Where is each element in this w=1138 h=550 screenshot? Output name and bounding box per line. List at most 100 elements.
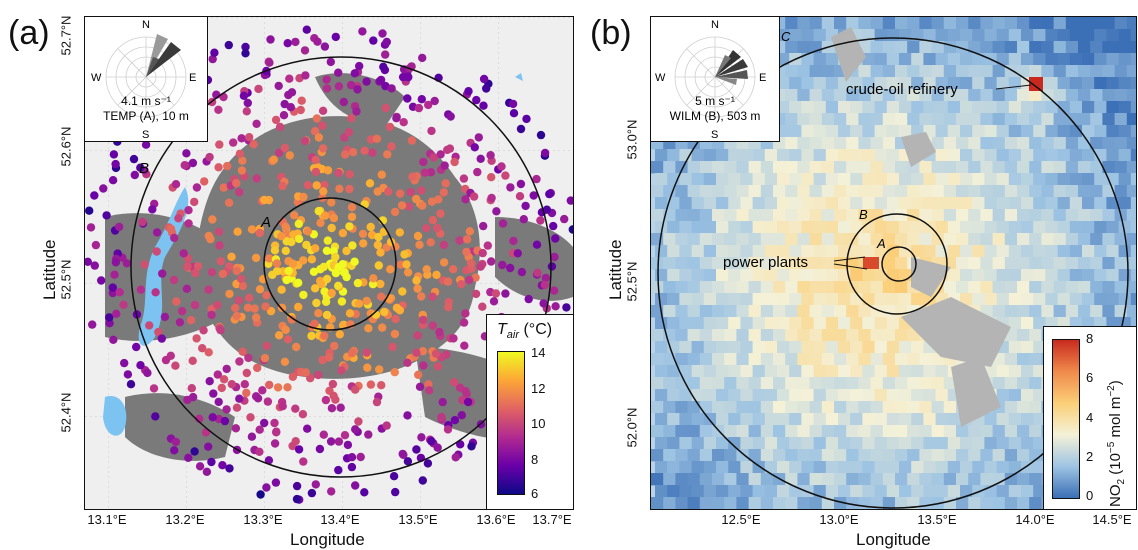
no2-cell [1004, 473, 1018, 486]
no2-cell [1008, 317, 1022, 330]
station-dot [319, 262, 328, 272]
station-dot [566, 196, 573, 205]
wind-rose-a-west: W [91, 72, 102, 84]
no2-cell [886, 197, 900, 210]
no2-cell [716, 173, 729, 186]
station-dot [423, 459, 433, 468]
no2-cell [882, 449, 896, 462]
no2-cell [1053, 161, 1067, 174]
no2-cell [813, 125, 827, 138]
no2-cell [882, 161, 896, 174]
no2-cell [1029, 185, 1042, 198]
no2-cell [663, 377, 676, 390]
station-dot [432, 270, 441, 280]
no2-cell [1114, 137, 1128, 150]
no2-cell [850, 245, 863, 258]
station-dot [169, 275, 179, 285]
no2-cell [785, 137, 798, 150]
station-dot [551, 302, 560, 311]
no2-cell [1118, 245, 1132, 258]
no2-cell [911, 101, 924, 114]
station-dot [402, 260, 411, 269]
no2-cell [809, 473, 823, 486]
station-dot [198, 344, 207, 353]
station-dot [270, 418, 279, 428]
station-dot [427, 126, 436, 136]
no2-cell [764, 341, 778, 354]
station-dot [102, 211, 111, 220]
no2-cell [984, 269, 997, 282]
no2-cell [667, 293, 680, 306]
no2-cell [764, 245, 778, 258]
no2-cell [748, 185, 762, 198]
no2-cell [960, 101, 973, 114]
no2-cell [882, 377, 896, 390]
no2-cell [960, 485, 973, 498]
station-dot [328, 379, 338, 389]
no2-cell [907, 113, 920, 126]
no2-cell [1017, 233, 1030, 246]
wind-rose-b-east: E [759, 72, 766, 84]
colorbar-a-tick: 14 [531, 345, 546, 360]
no2-cell [899, 293, 912, 306]
no2-cell [1106, 125, 1119, 138]
no2-cell [834, 281, 847, 294]
no2-cell [1053, 113, 1067, 126]
no2-cell [1017, 497, 1030, 509]
no2-cell [996, 245, 1010, 258]
no2-cell [895, 257, 908, 270]
wind-rose-a-east: E [189, 72, 196, 84]
no2-cell [1017, 473, 1030, 486]
station-dot [191, 268, 200, 278]
no2-cell [882, 329, 896, 342]
no2-cell [874, 245, 888, 258]
no2-cell [907, 65, 920, 78]
station-dot [303, 227, 312, 236]
no2-cell [1041, 209, 1054, 222]
no2-cell [1033, 245, 1046, 258]
no2-cell [846, 113, 859, 126]
no2-cell [956, 257, 969, 270]
no2-cell [1004, 281, 1018, 294]
no2-cell [1082, 245, 1095, 258]
no2-cell [996, 77, 1010, 90]
no2-cell [785, 113, 798, 126]
station-dot [260, 418, 269, 428]
no2-cell [1090, 185, 1103, 198]
no2-cell [675, 281, 688, 294]
station-dot [314, 206, 323, 216]
no2-cell [960, 173, 973, 186]
no2-cell [1008, 389, 1022, 402]
no2-cell [1126, 113, 1136, 126]
station-dot [539, 299, 548, 308]
no2-cell [947, 77, 961, 90]
no2-cell [943, 425, 957, 438]
station-dot [419, 157, 428, 167]
no2-cell [773, 281, 786, 294]
no2-cell [1057, 101, 1071, 114]
station-dot [204, 348, 213, 357]
no2-cell [972, 437, 985, 450]
no2-cell [1021, 293, 1034, 306]
station-dot [471, 273, 480, 282]
station-dot [545, 189, 554, 199]
no2-cell [1082, 269, 1095, 282]
station-dot [436, 209, 445, 218]
no2-cell [899, 173, 912, 186]
station-dot [403, 457, 413, 466]
no2-cell [1078, 233, 1091, 246]
station-dot [487, 257, 496, 266]
circle-b [846, 213, 948, 315]
no2-cell [919, 353, 932, 366]
station-dot [449, 334, 458, 343]
station-dot [446, 112, 455, 121]
station-dot [384, 187, 393, 196]
no2-cell [703, 437, 717, 450]
no2-cell [1057, 53, 1071, 66]
station-dot [232, 179, 241, 188]
no2-cell [821, 425, 835, 438]
station-dot [376, 279, 385, 289]
no2-cell [919, 41, 932, 54]
no2-cell [1106, 53, 1119, 66]
no2-cell [846, 377, 859, 390]
